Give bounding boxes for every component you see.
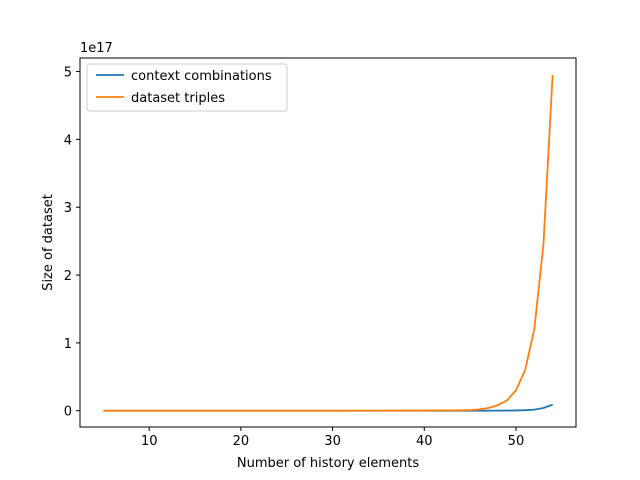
legend-box [86,63,288,112]
y-axis-label: Size of dataset [41,194,56,291]
plot-area-frame [79,57,577,428]
y-tick-label: 4 [64,133,72,148]
y-tick-label: 1 [64,337,72,352]
legend-label-dataset-triples: dataset triples [131,91,225,106]
legend-label-context-combinations: context combinations [131,69,272,84]
x-tick-label: 30 [324,434,341,449]
legend: context combinations dataset triples [86,63,288,112]
y-axis: 0 1 2 3 4 5 [64,66,80,420]
x-tick-label: 40 [416,434,433,449]
y-tick-label: 2 [64,269,72,284]
series-line-dataset-triples [103,74,554,412]
y-tick-label: 0 [64,405,72,420]
x-axis: 10 20 30 40 50 [141,427,524,449]
series-lines [103,74,554,412]
x-tick-label: 50 [508,434,525,449]
x-tick-label: 20 [233,434,250,449]
y-tick-label: 5 [64,66,72,81]
x-tick-label: 10 [141,434,158,449]
y-offset-text: 1e17 [80,41,113,56]
y-tick-label: 3 [64,201,72,216]
x-axis-label: Number of history elements [237,456,419,471]
